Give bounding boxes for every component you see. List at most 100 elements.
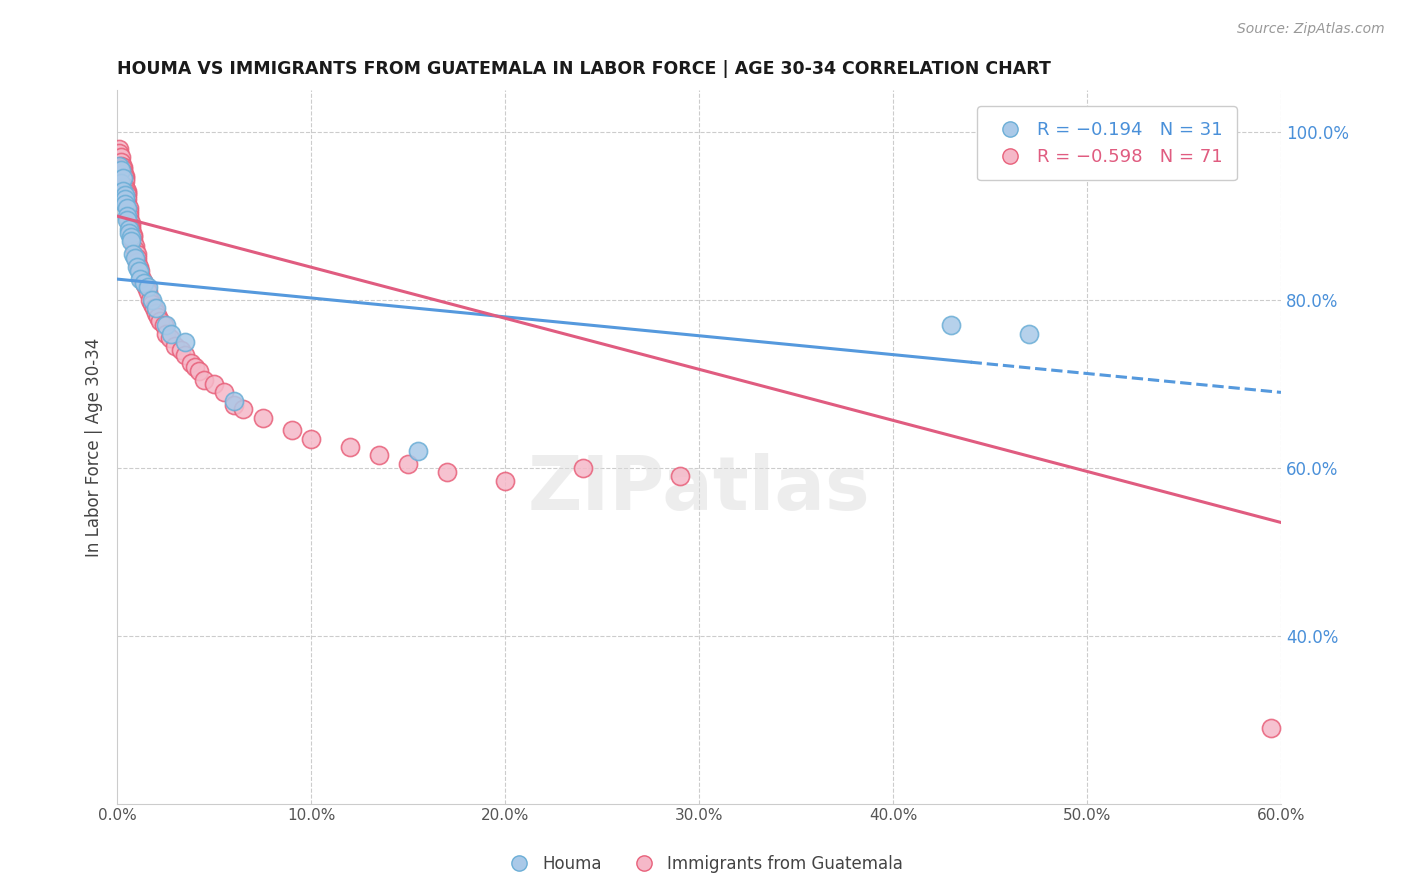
Point — [129, 272, 152, 286]
Point — [118, 205, 141, 219]
Point — [339, 440, 361, 454]
Point — [110, 163, 132, 178]
Point — [155, 326, 177, 341]
Point — [115, 213, 138, 227]
Point — [108, 146, 131, 161]
Point — [252, 410, 274, 425]
Point — [299, 432, 322, 446]
Point — [145, 301, 167, 316]
Point — [111, 164, 134, 178]
Point — [111, 184, 134, 198]
Point — [193, 373, 215, 387]
Point — [281, 423, 304, 437]
Point — [222, 393, 245, 408]
Point — [187, 364, 209, 378]
Point — [120, 224, 142, 238]
Text: ZIPatlas: ZIPatlas — [527, 453, 870, 526]
Point — [110, 154, 132, 169]
Point — [159, 331, 181, 345]
Point — [114, 171, 136, 186]
Point — [118, 221, 141, 235]
Point — [120, 221, 142, 235]
Point — [115, 184, 138, 198]
Point — [125, 260, 148, 274]
Point — [143, 301, 166, 316]
Point — [115, 196, 138, 211]
Point — [118, 226, 141, 240]
Point — [125, 251, 148, 265]
Point — [124, 238, 146, 252]
Point — [125, 247, 148, 261]
Point — [184, 360, 207, 375]
Point — [222, 398, 245, 412]
Legend: Houma, Immigrants from Guatemala: Houma, Immigrants from Guatemala — [496, 848, 910, 880]
Point — [115, 209, 138, 223]
Point — [125, 255, 148, 269]
Point — [136, 280, 159, 294]
Point — [160, 326, 183, 341]
Point — [668, 469, 690, 483]
Point — [180, 356, 202, 370]
Point — [1260, 721, 1282, 735]
Point — [141, 293, 163, 307]
Point — [108, 142, 131, 156]
Point — [128, 263, 150, 277]
Point — [202, 376, 225, 391]
Point — [152, 318, 174, 333]
Point — [114, 174, 136, 188]
Point — [111, 171, 134, 186]
Point — [368, 448, 391, 462]
Point — [212, 385, 235, 400]
Point — [121, 247, 143, 261]
Point — [232, 402, 254, 417]
Text: HOUMA VS IMMIGRANTS FROM GUATEMALA IN LABOR FORCE | AGE 30-34 CORRELATION CHART: HOUMA VS IMMIGRANTS FROM GUATEMALA IN LA… — [117, 60, 1052, 78]
Point — [134, 277, 156, 291]
Point — [436, 465, 458, 479]
Point — [114, 179, 136, 194]
Y-axis label: In Labor Force | Age 30-34: In Labor Force | Age 30-34 — [86, 337, 103, 557]
Point — [155, 318, 177, 333]
Point — [124, 243, 146, 257]
Point — [110, 176, 132, 190]
Point — [111, 161, 134, 175]
Point — [165, 339, 187, 353]
Point — [114, 169, 136, 183]
Point — [941, 318, 963, 333]
Point — [111, 167, 134, 181]
Point — [1018, 326, 1040, 341]
Point — [114, 193, 136, 207]
Point — [131, 272, 153, 286]
Point — [110, 159, 132, 173]
Point — [114, 188, 136, 202]
Point — [146, 310, 169, 324]
Point — [115, 188, 138, 202]
Point — [120, 235, 142, 249]
Point — [128, 260, 150, 274]
Point — [115, 193, 138, 207]
Point — [571, 461, 593, 475]
Point — [406, 444, 429, 458]
Point — [136, 285, 159, 299]
Point — [115, 201, 138, 215]
Point — [108, 159, 131, 173]
Point — [139, 293, 162, 307]
Point — [120, 230, 142, 244]
Point — [174, 348, 197, 362]
Text: Source: ZipAtlas.com: Source: ZipAtlas.com — [1237, 22, 1385, 37]
Point — [141, 297, 163, 311]
Point — [115, 186, 138, 200]
Point — [111, 162, 134, 177]
Point — [494, 474, 516, 488]
Point — [145, 306, 167, 320]
Point — [114, 196, 136, 211]
Point — [121, 227, 143, 242]
Point — [120, 216, 142, 230]
Point — [118, 213, 141, 227]
Point — [110, 150, 132, 164]
Point — [120, 219, 142, 234]
Point — [121, 235, 143, 249]
Point — [135, 280, 157, 294]
Point — [124, 251, 146, 265]
Point — [121, 230, 143, 244]
Point — [396, 457, 419, 471]
